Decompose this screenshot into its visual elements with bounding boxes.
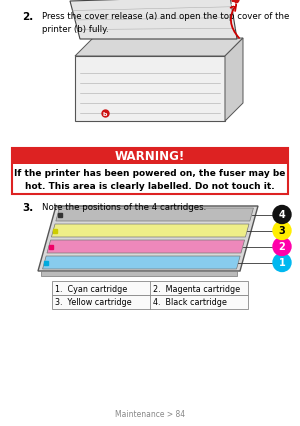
Text: 2.: 2.: [22, 12, 33, 22]
Text: 3: 3: [279, 226, 285, 236]
Polygon shape: [56, 208, 254, 222]
Text: b: b: [103, 111, 107, 116]
Circle shape: [273, 238, 291, 256]
Bar: [12, 149, 288, 195]
Polygon shape: [38, 207, 258, 271]
Bar: [12, 164, 288, 195]
Text: Press the cover release (a) and open the top cover of the
printer (b) fully.: Press the cover release (a) and open the…: [42, 12, 290, 33]
Polygon shape: [225, 39, 243, 122]
Text: 3.: 3.: [22, 202, 33, 213]
Circle shape: [273, 254, 291, 272]
Text: 2: 2: [279, 242, 285, 252]
Polygon shape: [75, 39, 243, 57]
Text: 3.  Yellow cartridge: 3. Yellow cartridge: [55, 298, 132, 307]
Polygon shape: [51, 225, 249, 237]
Polygon shape: [70, 0, 237, 40]
Bar: [41, 271, 237, 276]
Circle shape: [273, 206, 291, 224]
Text: 2.  Magenta cartridge: 2. Magenta cartridge: [153, 284, 240, 293]
Polygon shape: [43, 256, 240, 269]
Polygon shape: [47, 240, 244, 253]
Text: 1.  Cyan cartridge: 1. Cyan cartridge: [55, 284, 127, 293]
Text: a: a: [231, 1, 235, 7]
Bar: [75, 57, 225, 122]
Text: Note the positions of the 4 cartridges.: Note the positions of the 4 cartridges.: [42, 202, 206, 211]
Text: 4.  Black cartridge: 4. Black cartridge: [153, 298, 227, 307]
Text: If the printer has been powered on, the fuser may be
hot. This area is clearly l: If the printer has been powered on, the …: [14, 169, 286, 190]
Text: WARNING!: WARNING!: [115, 150, 185, 163]
Text: Maintenance > 84: Maintenance > 84: [115, 409, 185, 418]
Bar: [52, 281, 248, 295]
Bar: [12, 149, 288, 164]
Circle shape: [273, 222, 291, 240]
Bar: [52, 295, 248, 309]
Text: 1: 1: [279, 258, 285, 268]
Text: 4: 4: [279, 210, 285, 220]
